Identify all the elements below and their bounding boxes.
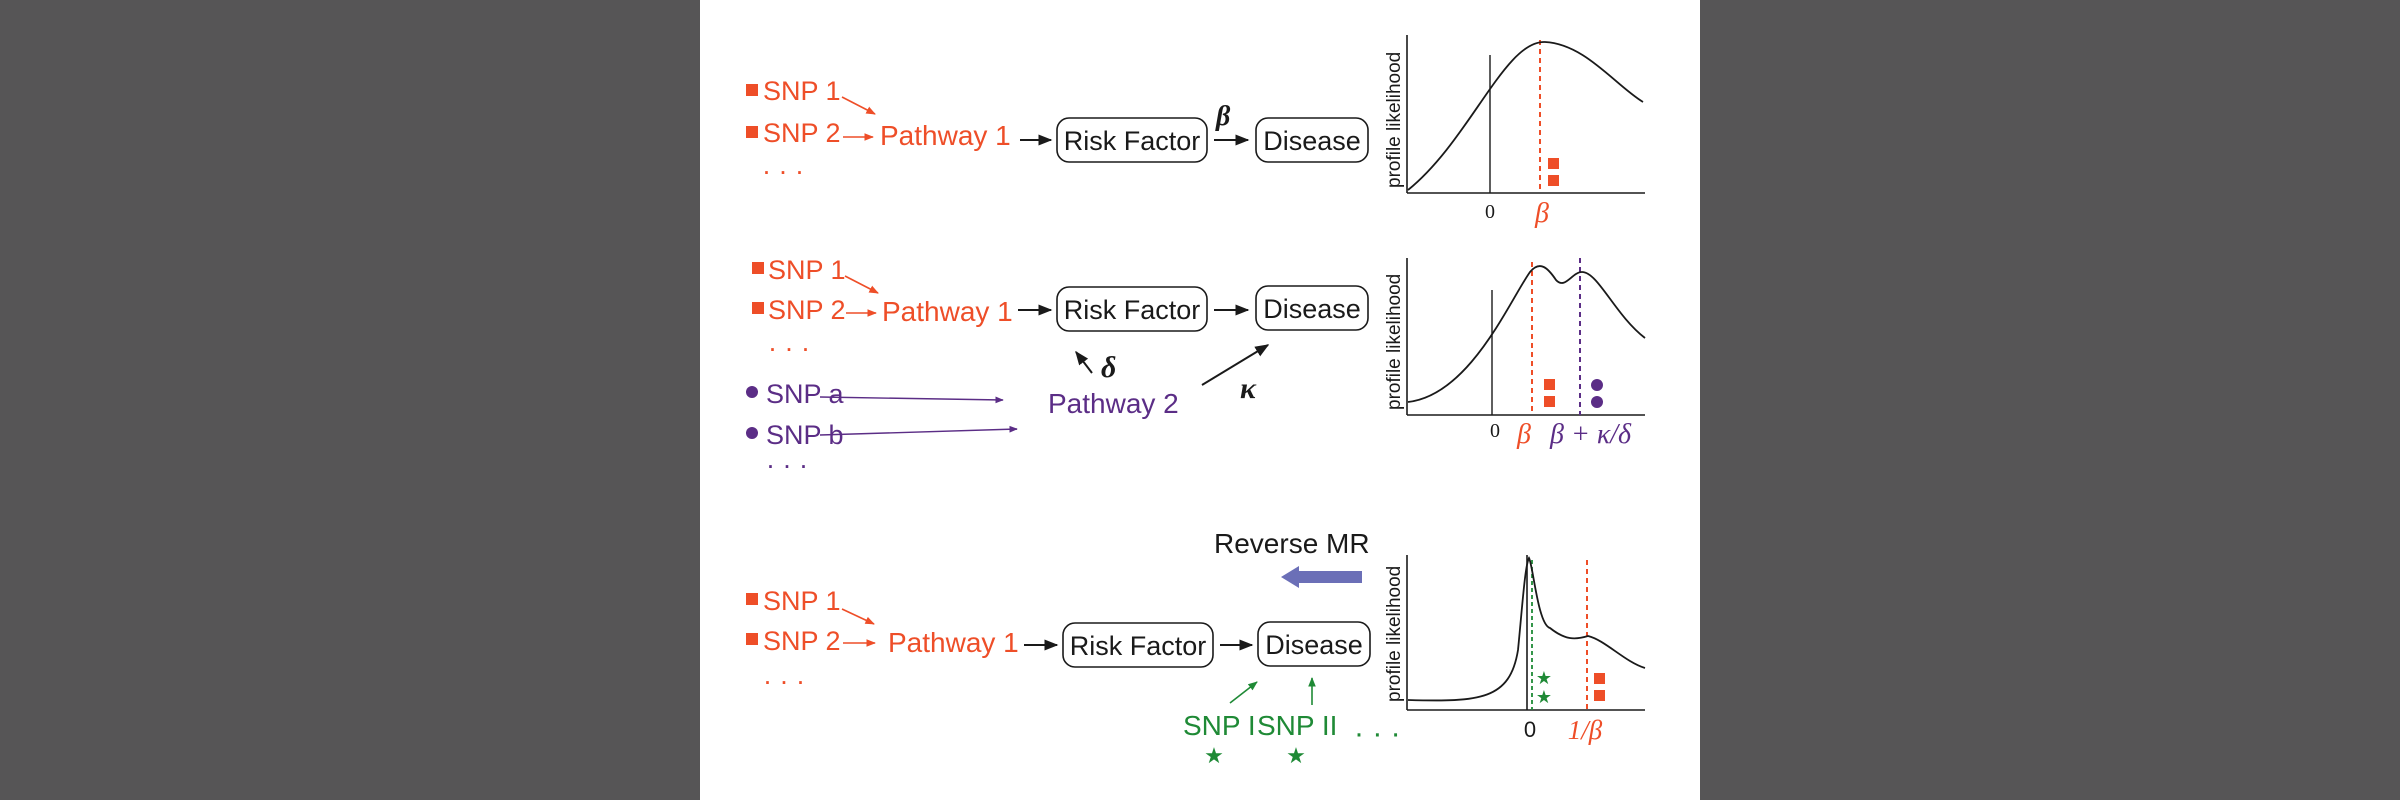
snp-ellipsis: · · · <box>762 156 804 186</box>
square-marker-icon <box>1544 379 1555 390</box>
y-axis-label: profile likelihood <box>1384 52 1405 188</box>
snp-1-label: SNP 1 <box>763 586 841 616</box>
circle-marker-icon <box>1591 396 1603 408</box>
risk-factor-box <box>1062 622 1214 668</box>
circle-marker-icon <box>1591 379 1603 391</box>
square-marker-icon <box>1548 158 1559 169</box>
snp3-ellipsis: · · · <box>1354 717 1401 750</box>
circle-marker-icon <box>746 427 758 439</box>
likelihood-plot-1: profile likelihood 0 β <box>1384 35 1645 229</box>
arrow-snp1-pathway <box>844 275 879 294</box>
snp-II-label: SNP II <box>1257 710 1337 741</box>
square-marker-icon <box>746 633 758 645</box>
risk-factor-label: Risk Factor <box>1064 126 1201 156</box>
arrow-snp1-pathway <box>841 96 876 115</box>
risk-factor-box <box>1056 117 1208 163</box>
square-marker-icon <box>1548 175 1559 186</box>
y-axis-label: profile likelihood <box>1384 274 1405 410</box>
square-marker-icon <box>1594 690 1605 701</box>
zero-tick-label: 0 <box>1490 420 1500 442</box>
panel-2: SNP 1 SNP 2 · · · Pathway 1 Risk Factor … <box>746 255 1646 480</box>
disease-box <box>1255 285 1369 331</box>
square-marker-icon <box>1594 673 1605 684</box>
snp-ellipsis: · · · <box>763 666 805 696</box>
snp-a-label: SNP a <box>766 379 845 409</box>
arrow-snpa-pathway2 <box>819 396 1004 404</box>
reverse-arrow-icon <box>1281 566 1362 588</box>
likelihood-curve <box>1407 265 1646 403</box>
beta-tick-label: β <box>1534 198 1549 229</box>
reverse-mr-label: Reverse MR <box>1214 528 1370 559</box>
snp-ellipsis: · · · <box>768 333 810 363</box>
pathway-2-label: Pathway 2 <box>1048 388 1179 419</box>
disease-box <box>1257 621 1371 667</box>
snp-2-label: SNP 2 <box>763 118 841 148</box>
likelihood-plot-2: profile likelihood 0 β β + κ/δ <box>1384 258 1646 450</box>
zero-tick-label: 0 <box>1485 201 1495 223</box>
square-marker-icon <box>746 593 758 605</box>
panel-1: SNP 1 SNP 2 · · · Pathway 1 Risk Factor … <box>746 35 1645 229</box>
arrow-snp1-pathway <box>841 608 875 625</box>
star-marker-icon: ★ <box>1536 687 1552 707</box>
likelihood-curve <box>1407 556 1646 702</box>
snp-2-label: SNP 2 <box>768 295 846 325</box>
snp-1-label: SNP 1 <box>768 255 846 285</box>
beta-tick-label: β <box>1516 419 1531 450</box>
snp-2-label: SNP 2 <box>763 626 841 656</box>
pathway-1-label: Pathway 1 <box>888 627 1019 658</box>
pathway-1-label: Pathway 1 <box>882 296 1013 327</box>
arrow-snpI-disease <box>1229 681 1258 704</box>
snp2-ellipsis: · · · <box>766 450 808 480</box>
arrow-pathway2-disease <box>1201 344 1270 386</box>
inverse-beta-tick-label: 1/β <box>1568 715 1603 745</box>
kappa-label: κ <box>1240 372 1257 405</box>
arrow-snpb-pathway2 <box>819 425 1018 436</box>
square-marker-icon <box>752 262 764 274</box>
risk-factor-label: Risk Factor <box>1070 631 1207 661</box>
delta-label: δ <box>1101 351 1116 384</box>
disease-label: Disease <box>1263 294 1361 324</box>
snp-I-label: SNP I <box>1183 710 1256 741</box>
square-marker-icon <box>1544 396 1555 407</box>
beta-label: β <box>1215 101 1231 132</box>
likelihood-plot-3: profile likelihood 0 1/β ★ ★ <box>1384 555 1646 745</box>
arrow-pathway2-riskfactor <box>1075 350 1093 374</box>
panel-3: Reverse MR SNP 1 SNP 2 · · · Pathway 1 R… <box>746 528 1646 768</box>
zero-tick-label: 0 <box>1524 717 1536 742</box>
disease-label: Disease <box>1263 126 1361 156</box>
risk-factor-box <box>1056 286 1208 332</box>
risk-factor-label: Risk Factor <box>1064 295 1201 325</box>
pathway-1-label: Pathway 1 <box>880 120 1011 151</box>
disease-box <box>1255 117 1369 163</box>
likelihood-curve <box>1407 41 1644 191</box>
circle-marker-icon <box>746 386 758 398</box>
disease-label: Disease <box>1265 630 1363 660</box>
square-marker-icon <box>746 126 758 138</box>
star-marker-icon: ★ <box>1536 668 1552 688</box>
y-axis-label: profile likelihood <box>1384 566 1405 702</box>
star-marker-icon: ★ <box>1286 743 1306 768</box>
square-marker-icon <box>752 302 764 314</box>
square-marker-icon <box>746 84 758 96</box>
star-marker-icon: ★ <box>1204 743 1224 768</box>
snp-1-label: SNP 1 <box>763 76 841 106</box>
beta-plus-kappa-delta-tick-label: β + κ/δ <box>1549 419 1632 450</box>
